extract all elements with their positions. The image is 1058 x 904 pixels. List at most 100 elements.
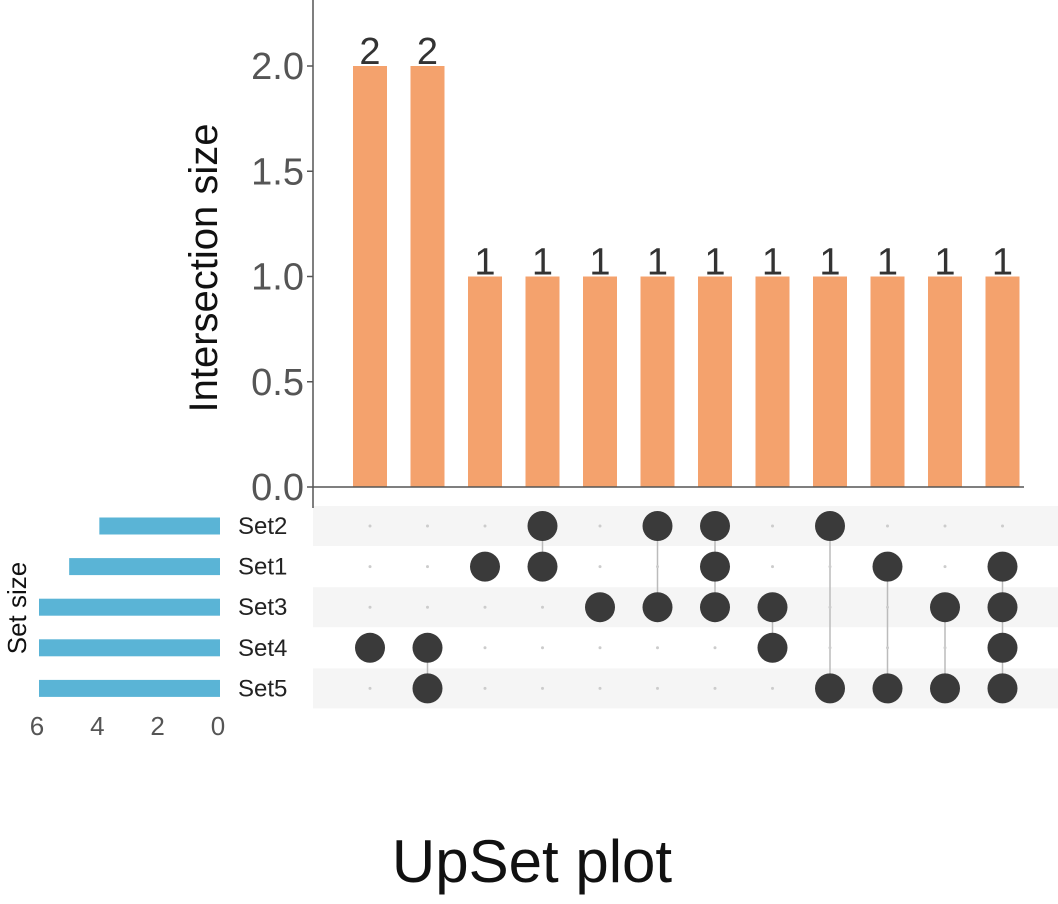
intersection-bar	[640, 276, 675, 487]
set-size-bars	[39, 517, 221, 697]
intersection-bar	[928, 276, 962, 487]
intersection-bar-label: 2	[417, 31, 438, 73]
membership-dot-inactive	[943, 524, 947, 528]
intersection-bar-label: 1	[819, 242, 840, 284]
intersection-bar-label: 1	[589, 242, 610, 284]
intersection-y-axis: 0.0 0.5 1.0 1.5 2.0	[251, 0, 1024, 509]
intersection-bar	[525, 276, 560, 487]
membership-dot-active	[987, 632, 1018, 663]
intersection-bar-label: 1	[647, 242, 668, 284]
membership-dot-active	[987, 592, 1018, 623]
membership-dot-inactive	[483, 646, 487, 650]
membership-dot-active	[757, 632, 788, 663]
set-size-bar	[39, 598, 220, 616]
set-size-tick-label: 0	[211, 711, 225, 741]
membership-dot-active	[527, 511, 558, 541]
intersection-bar	[813, 276, 847, 487]
membership-dot-active	[987, 551, 1018, 582]
intersection-bar-label: 1	[877, 242, 898, 284]
membership-dot-inactive	[713, 646, 717, 650]
set-size-bar	[69, 558, 221, 576]
membership-dot-active	[355, 632, 385, 663]
membership-dot-active	[642, 592, 673, 623]
set-size-axis: 6 4 2 0	[30, 711, 225, 741]
intersection-bar-label: 1	[992, 242, 1013, 284]
membership-dot-inactive	[483, 524, 487, 528]
membership-dot-inactive	[886, 524, 889, 528]
membership-dot-inactive	[656, 686, 659, 690]
membership-dot-inactive	[1001, 524, 1004, 528]
intersection-bar-label: 1	[704, 242, 725, 284]
intersection-bar-label: 1	[934, 242, 955, 284]
membership-dot-active	[642, 511, 673, 541]
set-label: Set2	[238, 513, 287, 540]
membership-dot-active	[470, 551, 500, 582]
set-label: Set4	[238, 635, 287, 662]
set-size-bar	[39, 679, 220, 697]
set-size-bar	[99, 517, 220, 535]
membership-dot-inactive	[426, 605, 429, 609]
membership-dot-inactive	[426, 565, 429, 569]
intersection-bar	[985, 276, 1020, 487]
intersection-bar-label: 1	[474, 242, 495, 284]
y-axis-title: Intersection size	[182, 123, 226, 412]
membership-dot-inactive	[886, 605, 889, 609]
membership-dot-inactive	[368, 686, 372, 690]
membership-dot-active	[527, 551, 558, 582]
membership-dot-active	[930, 673, 960, 704]
membership-dot-inactive	[656, 646, 659, 650]
y-tick-label: 1.5	[251, 151, 304, 193]
membership-dot-inactive	[771, 686, 774, 690]
membership-dot-inactive	[368, 524, 372, 528]
membership-dot-active	[700, 511, 730, 541]
y-tick-label: 0.0	[251, 467, 304, 509]
intersection-bars	[353, 66, 1020, 487]
membership-dot-inactive	[368, 565, 372, 569]
membership-dot-inactive	[771, 524, 774, 528]
membership-dot-inactive	[483, 686, 487, 690]
membership-dot-inactive	[943, 565, 947, 569]
membership-dot-active	[872, 551, 903, 582]
membership-dot-active	[815, 673, 845, 704]
intersection-bar	[468, 276, 502, 487]
intersection-bar-labels: 2 21 1 1 1 1 1 1 1 1 1	[359, 31, 1013, 284]
membership-dot-inactive	[828, 646, 832, 650]
intersection-bar	[755, 276, 790, 487]
intersection-bar	[583, 276, 617, 487]
membership-dot-inactive	[426, 524, 429, 528]
set-label: Set1	[238, 554, 287, 581]
membership-dot-inactive	[943, 646, 947, 650]
membership-dot-inactive	[828, 605, 832, 609]
membership-dot-inactive	[598, 524, 602, 528]
membership-dot-inactive	[541, 605, 544, 609]
membership-dot-inactive	[656, 565, 659, 569]
set-size-tick-label: 4	[90, 711, 104, 741]
set-labels: Set2 Set1 Set3 Set4 Set5	[238, 513, 287, 702]
membership-dot-active	[700, 592, 730, 623]
membership-dot-inactive	[771, 565, 774, 569]
membership-dot-inactive	[368, 605, 372, 609]
membership-matrix	[355, 511, 1018, 704]
set-size-axis-title: Set size	[2, 562, 32, 655]
membership-dot-active	[872, 673, 903, 704]
membership-dot-inactive	[541, 686, 544, 690]
membership-dot-active	[412, 673, 443, 704]
intersection-bar	[698, 276, 732, 487]
membership-dot-active	[757, 592, 788, 623]
intersection-bar-label: 1	[532, 242, 553, 284]
membership-dot-active	[815, 511, 845, 541]
intersection-bar	[353, 66, 387, 487]
set-size-bar	[39, 639, 220, 657]
membership-dot-inactive	[828, 565, 832, 569]
membership-dot-inactive	[713, 686, 717, 690]
matrix-row-stripe	[313, 506, 1058, 546]
y-tick-label: 2.0	[251, 46, 304, 88]
y-tick-label: 1.0	[251, 257, 304, 299]
membership-dot-inactive	[598, 646, 602, 650]
intersection-bar-label: 1	[762, 242, 783, 284]
membership-dot-active	[700, 551, 730, 582]
intersection-bar	[410, 66, 445, 487]
intersection-bar	[870, 276, 905, 487]
